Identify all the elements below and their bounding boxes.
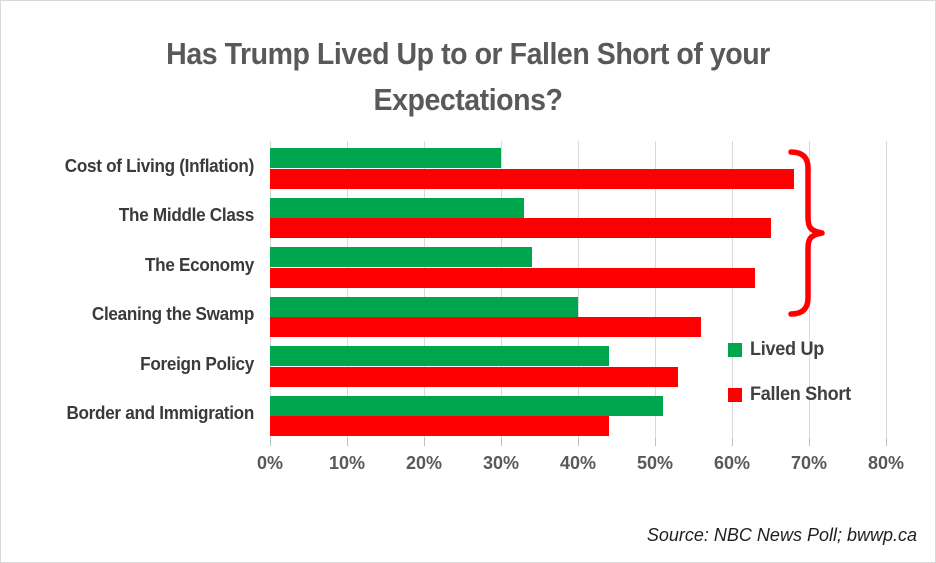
legend-item-lived-up: Lived Up bbox=[728, 339, 856, 361]
chart-title-line-2: Expectations? bbox=[373, 82, 563, 117]
bar-fallen-short bbox=[270, 168, 794, 189]
legend-item-fallen-short: Fallen Short bbox=[728, 384, 856, 406]
axis-tick-label: 60% bbox=[713, 453, 751, 473]
bar-fallen-short bbox=[270, 366, 679, 387]
axis-tick bbox=[809, 438, 810, 446]
bar-lived-up bbox=[270, 247, 532, 267]
bar-fallen-short bbox=[270, 267, 756, 288]
bar-lived-up bbox=[270, 148, 501, 168]
category-label: The Economy bbox=[145, 254, 254, 275]
axis-tick bbox=[501, 438, 502, 446]
category-label: Foreign Policy bbox=[140, 353, 254, 374]
gridline bbox=[270, 141, 271, 438]
gridline bbox=[578, 141, 579, 438]
bar-lived-up bbox=[270, 197, 525, 218]
axis-tick-label: 0% bbox=[256, 453, 284, 473]
source-caption: Source: NBC News Poll; bwwp.ca bbox=[646, 525, 917, 545]
axis-tick bbox=[347, 438, 348, 446]
bar-lived-up bbox=[270, 296, 578, 317]
category-label: Cleaning the Swamp bbox=[91, 304, 254, 325]
axis-tick bbox=[578, 438, 579, 446]
gridline bbox=[732, 141, 733, 438]
axis-tick-label: 10% bbox=[328, 453, 366, 473]
axis-tick bbox=[886, 438, 887, 446]
lived-up-swatch-icon bbox=[728, 343, 742, 357]
axis-tick-label: 50% bbox=[636, 453, 674, 473]
axis-tick-label: 70% bbox=[790, 453, 828, 473]
axis-tick bbox=[424, 438, 425, 446]
legend-label-fallen-short: Fallen Short bbox=[750, 384, 851, 405]
axis-tick bbox=[732, 438, 733, 446]
category-label: Cost of Living (Inflation) bbox=[64, 155, 254, 176]
gridline bbox=[886, 141, 887, 438]
gridline bbox=[347, 141, 348, 438]
bar-fallen-short bbox=[270, 416, 609, 436]
bar-fallen-short bbox=[270, 317, 702, 337]
gridline bbox=[655, 141, 656, 438]
bar-lived-up bbox=[270, 346, 609, 366]
axis-tick-label: 20% bbox=[405, 453, 443, 473]
chart-title: Has Trump Lived Up to or Fallen Short of… bbox=[38, 31, 897, 123]
gridline bbox=[501, 141, 502, 438]
fallen-short-swatch-icon bbox=[728, 388, 742, 402]
category-label: The Middle Class bbox=[118, 205, 254, 226]
gridline bbox=[424, 141, 425, 438]
axis-tick-label: 80% bbox=[867, 453, 905, 473]
legend-label-lived-up: Lived Up bbox=[750, 339, 824, 360]
legend: Lived Up Fallen Short bbox=[728, 339, 856, 429]
axis-tick bbox=[655, 438, 656, 446]
axis-tick-label: 40% bbox=[559, 453, 597, 473]
bar-lived-up bbox=[270, 395, 663, 416]
chart-title-line-1: Has Trump Lived Up to or Fallen Short of… bbox=[166, 36, 770, 71]
brace-annotation-icon bbox=[788, 149, 825, 317]
axis-tick bbox=[270, 438, 271, 446]
category-label: Border and Immigration bbox=[66, 403, 254, 424]
axis-tick-label: 30% bbox=[482, 453, 520, 473]
bar-fallen-short bbox=[270, 218, 771, 238]
